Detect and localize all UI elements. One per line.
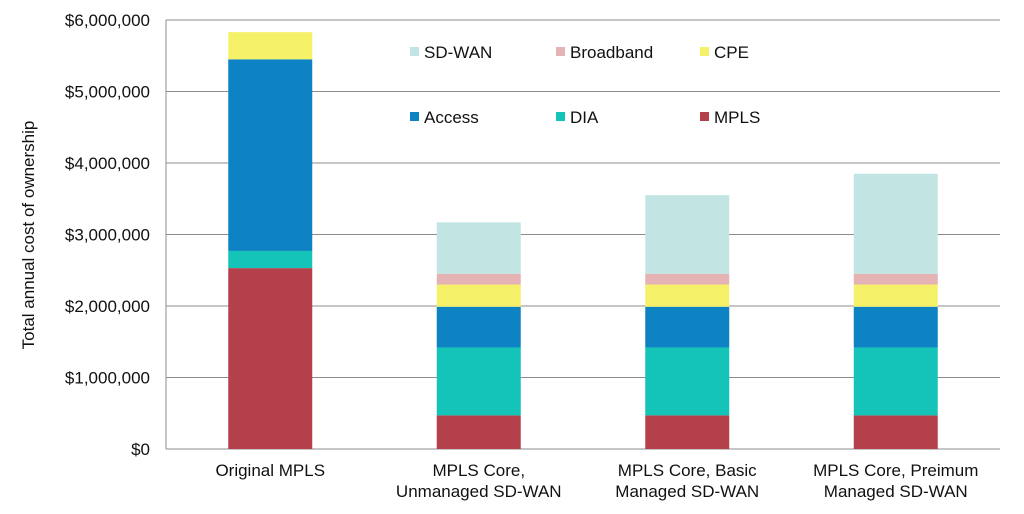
legend-label: Broadband [570,43,653,62]
bar-segment-mpls [853,415,938,449]
legend-swatch [410,112,419,121]
bar-segment-mpls [645,415,730,449]
x-category-label: MPLS Core, Preimum Managed SD-WAN [813,461,978,501]
bar-segment-cpe [645,284,730,307]
legend-swatch [556,112,565,121]
legend: SD-WAN Broadband CPE Access DIA MPLS [410,43,760,127]
y-tick-label: $2,000,000 [65,297,150,316]
legend-label: SD-WAN [424,43,492,62]
legend-swatch [410,47,419,56]
bar-segment-access [645,306,730,348]
y-tick-label: $4,000,000 [65,154,150,173]
bar-segment-dia [228,250,313,269]
y-tick-label: $6,000,000 [65,11,150,30]
bar-segment-access [853,306,938,348]
bar-segment-broadband [645,273,730,285]
legend-label: DIA [570,108,599,127]
bars [228,32,938,449]
bar-segment-sd-wan [853,173,938,274]
bar-segment-sd-wan [436,222,521,274]
x-axis-categories: Original MPLS MPLS Core, Unmanaged SD-WAN M… [215,461,978,501]
y-axis-ticks: $0 $1,000,000 $2,000,000 $3,000,000 $4,000,0… [65,11,150,459]
bar-segment-mpls [228,268,313,449]
bar-segment-cpe [228,32,313,60]
x-category-label: Original MPLS [215,461,325,480]
bar-segment-dia [436,347,521,416]
y-tick-label: $0 [131,440,150,459]
legend-swatch [556,47,565,56]
bar-segment-sd-wan [645,195,730,274]
bar-segment-access [436,306,521,348]
legend-swatch [700,112,709,121]
y-tick-label: $1,000,000 [65,369,150,388]
bar-segment-broadband [436,273,521,285]
legend-label: CPE [714,43,749,62]
bar-segment-cpe [436,284,521,307]
x-category-label: MPLS Core, Basic Managed SD-WAN [615,461,759,501]
bar-segment-dia [645,347,730,416]
y-axis-label: Total annual cost of ownership [19,121,38,350]
bar-segment-mpls [436,415,521,449]
bar-segment-access [228,59,313,251]
bar-segment-dia [853,347,938,416]
bar-segment-broadband [853,273,938,285]
legend-swatch [700,47,709,56]
legend-label: MPLS [714,108,760,127]
bar-segment-cpe [853,284,938,307]
x-category-label: MPLS Core, Unmanaged SD-WAN [396,461,562,501]
y-tick-label: $3,000,000 [65,226,150,245]
legend-label: Access [424,108,479,127]
y-tick-label: $5,000,000 [65,83,150,102]
